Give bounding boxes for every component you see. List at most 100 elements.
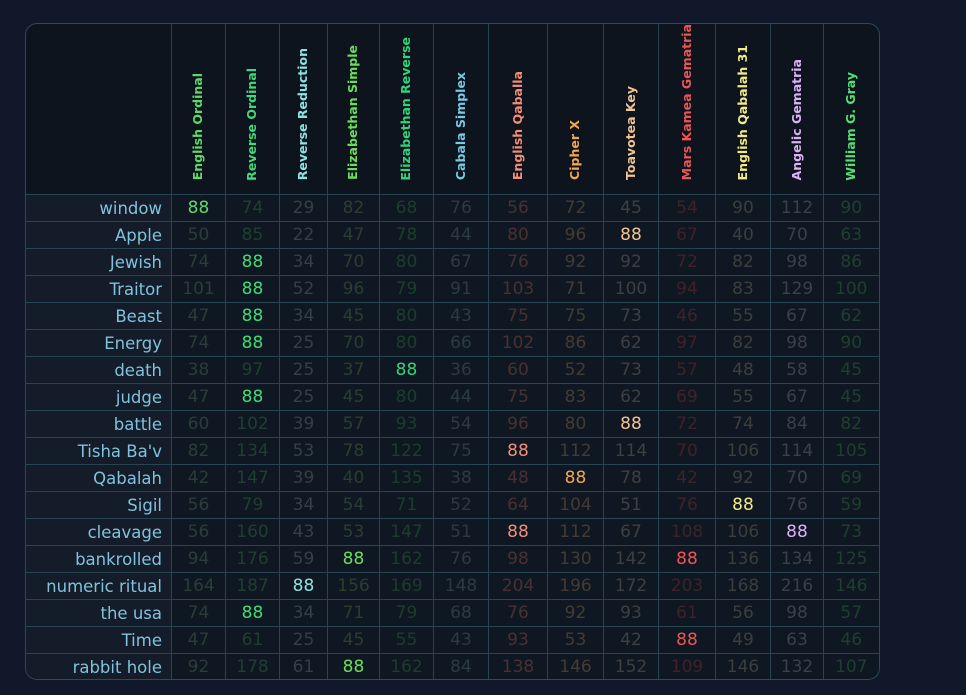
matching-value-cell[interactable]: 88	[715, 491, 771, 520]
value-cell[interactable]: 82	[171, 437, 226, 466]
value-cell[interactable]: 53	[327, 518, 380, 547]
value-cell[interactable]: 70	[327, 329, 380, 358]
value-cell[interactable]: 93	[488, 626, 548, 655]
value-cell[interactable]: 79	[379, 275, 434, 304]
value-cell[interactable]: 129	[770, 275, 824, 304]
matching-value-cell[interactable]: 88	[770, 518, 824, 547]
value-cell[interactable]: 203	[658, 572, 716, 601]
value-cell[interactable]: 67	[433, 248, 489, 277]
matching-value-cell[interactable]: 88	[379, 356, 434, 385]
value-cell[interactable]: 64	[488, 491, 548, 520]
value-cell[interactable]: 68	[433, 599, 489, 628]
value-cell[interactable]: 34	[279, 302, 328, 331]
row-word[interactable]: Time	[26, 626, 172, 655]
value-cell[interactable]: 25	[279, 329, 328, 358]
row-word[interactable]: numeric ritual	[26, 572, 172, 601]
value-cell[interactable]: 74	[171, 329, 226, 358]
value-cell[interactable]: 45	[823, 356, 879, 385]
matching-value-cell[interactable]: 88	[279, 572, 328, 601]
value-cell[interactable]: 70	[658, 437, 716, 466]
matching-value-cell[interactable]: 88	[225, 329, 280, 358]
row-word[interactable]: window	[26, 194, 172, 223]
value-cell[interactable]: 90	[823, 329, 879, 358]
value-cell[interactable]: 93	[603, 599, 659, 628]
value-cell[interactable]: 52	[279, 275, 328, 304]
row-word[interactable]: Sigil	[26, 491, 172, 520]
value-cell[interactable]: 51	[433, 518, 489, 547]
value-cell[interactable]: 47	[171, 383, 226, 412]
row-word[interactable]: judge	[26, 383, 172, 412]
matching-value-cell[interactable]: 88	[603, 410, 659, 439]
value-cell[interactable]: 62	[603, 329, 659, 358]
value-cell[interactable]: 45	[327, 626, 380, 655]
value-cell[interactable]: 63	[823, 221, 879, 250]
value-cell[interactable]: 53	[547, 626, 604, 655]
value-cell[interactable]: 92	[715, 464, 771, 493]
value-cell[interactable]: 82	[823, 410, 879, 439]
value-cell[interactable]: 80	[379, 302, 434, 331]
value-cell[interactable]: 68	[379, 194, 434, 223]
value-cell[interactable]: 55	[715, 383, 771, 412]
value-cell[interactable]: 75	[488, 383, 548, 412]
value-cell[interactable]: 50	[171, 221, 226, 250]
value-cell[interactable]: 49	[715, 626, 771, 655]
matching-value-cell[interactable]: 88	[327, 545, 380, 574]
cipher-header[interactable]: Mars Kamea Gematria	[658, 24, 716, 196]
value-cell[interactable]: 172	[603, 572, 659, 601]
value-cell[interactable]: 169	[379, 572, 434, 601]
value-cell[interactable]: 34	[279, 248, 328, 277]
value-cell[interactable]: 44	[433, 221, 489, 250]
value-cell[interactable]: 58	[770, 356, 824, 385]
value-cell[interactable]: 71	[379, 491, 434, 520]
value-cell[interactable]: 147	[379, 518, 434, 547]
value-cell[interactable]: 93	[379, 410, 434, 439]
value-cell[interactable]: 34	[279, 491, 328, 520]
value-cell[interactable]: 48	[488, 464, 548, 493]
matching-value-cell[interactable]: 88	[488, 518, 548, 547]
value-cell[interactable]: 79	[225, 491, 280, 520]
value-cell[interactable]: 45	[823, 383, 879, 412]
value-cell[interactable]: 148	[433, 572, 489, 601]
cipher-header[interactable]: Cipher X	[547, 24, 604, 196]
value-cell[interactable]: 135	[379, 464, 434, 493]
value-cell[interactable]: 73	[603, 356, 659, 385]
value-cell[interactable]: 146	[715, 653, 771, 679]
value-cell[interactable]: 46	[823, 626, 879, 655]
value-cell[interactable]: 47	[327, 221, 380, 250]
value-cell[interactable]: 34	[279, 599, 328, 628]
value-cell[interactable]: 73	[823, 518, 879, 547]
value-cell[interactable]: 162	[379, 653, 434, 679]
cipher-header[interactable]: English Ordinal	[171, 24, 226, 196]
value-cell[interactable]: 63	[770, 626, 824, 655]
value-cell[interactable]: 108	[658, 518, 716, 547]
value-cell[interactable]: 176	[225, 545, 280, 574]
matching-value-cell[interactable]: 88	[171, 194, 226, 223]
value-cell[interactable]: 101	[171, 275, 226, 304]
value-cell[interactable]: 146	[823, 572, 879, 601]
value-cell[interactable]: 80	[379, 383, 434, 412]
value-cell[interactable]: 85	[225, 221, 280, 250]
value-cell[interactable]: 38	[433, 464, 489, 493]
value-cell[interactable]: 82	[327, 194, 380, 223]
value-cell[interactable]: 59	[823, 491, 879, 520]
value-cell[interactable]: 80	[547, 410, 604, 439]
value-cell[interactable]: 47	[171, 302, 226, 331]
value-cell[interactable]: 70	[327, 248, 380, 277]
value-cell[interactable]: 102	[488, 329, 548, 358]
value-cell[interactable]: 138	[488, 653, 548, 679]
value-cell[interactable]: 72	[658, 410, 716, 439]
matching-value-cell[interactable]: 88	[225, 383, 280, 412]
value-cell[interactable]: 60	[488, 356, 548, 385]
value-cell[interactable]: 100	[603, 275, 659, 304]
value-cell[interactable]: 136	[715, 545, 771, 574]
value-cell[interactable]: 109	[658, 653, 716, 679]
value-cell[interactable]: 55	[379, 626, 434, 655]
value-cell[interactable]: 76	[488, 599, 548, 628]
row-word[interactable]: the usa	[26, 599, 172, 628]
value-cell[interactable]: 40	[327, 464, 380, 493]
value-cell[interactable]: 74	[715, 410, 771, 439]
cipher-header[interactable]: Angelic Gematria	[770, 24, 824, 196]
value-cell[interactable]: 67	[658, 221, 716, 250]
matching-value-cell[interactable]: 88	[658, 545, 716, 574]
cipher-header[interactable]: William G. Gray	[823, 24, 879, 196]
